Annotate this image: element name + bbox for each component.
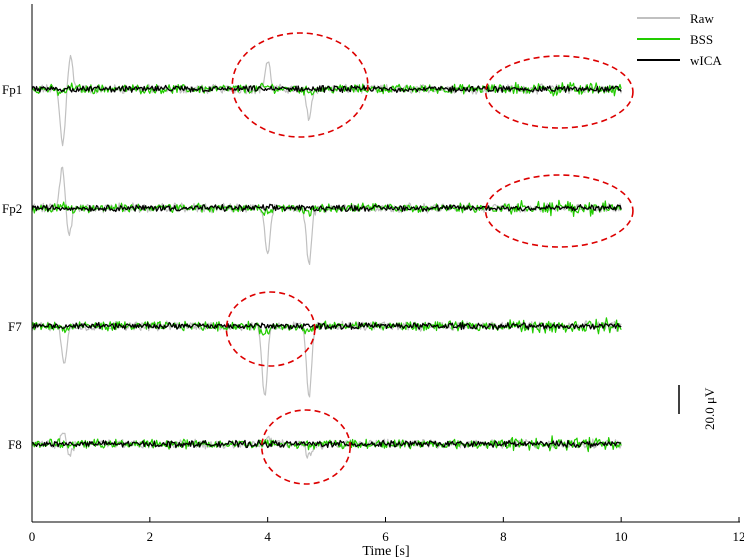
channel-label-fp2: Fp2 (2, 201, 22, 216)
wica-trace-f7 (32, 321, 622, 331)
annotation-ellipse-f8-4 (260, 409, 351, 485)
wica-trace-fp1 (31, 84, 622, 94)
x-axis-label: Time [s] (362, 544, 409, 559)
channel-f8 (31, 432, 622, 459)
annotation-ellipse-f7-3 (225, 291, 316, 367)
channel-fp1 (31, 54, 622, 147)
x-tick-label-10: 10 (615, 529, 628, 544)
x-ticks: 0 2 4 6 8 10 12 (29, 517, 744, 544)
annotations (225, 32, 634, 485)
channel-label-fp1: Fp1 (2, 82, 22, 97)
annotation-ellipse-fp1-0 (231, 32, 369, 138)
legend-label-bss: BSS (690, 32, 713, 47)
x-tick-label-0: 0 (29, 529, 36, 544)
wica-trace-f8 (31, 439, 622, 449)
legend: Raw BSS wICA (637, 11, 722, 68)
annotation-ellipse-fp1-1 (484, 55, 634, 129)
x-tick-label-2: 2 (147, 529, 154, 544)
channel-f7 (31, 317, 622, 398)
x-tick-label-12: 12 (733, 529, 744, 544)
channel-label-f8: F8 (8, 437, 22, 452)
x-tick-label-8: 8 (500, 529, 507, 544)
raw-trace-fp2 (31, 166, 622, 265)
raw-trace-fp1 (31, 54, 622, 147)
channel-label-f7: F7 (8, 319, 22, 334)
scale-bar-label: 20.0 μV (702, 387, 717, 430)
plot-area (31, 54, 622, 459)
channel-fp2 (31, 166, 622, 265)
scale-bar: 20.0 μV (678, 385, 717, 430)
wica-trace-fp2 (31, 203, 622, 213)
annotation-ellipse-fp2-2 (484, 174, 634, 248)
legend-label-raw: Raw (690, 11, 714, 26)
x-tick-label-4: 4 (264, 529, 271, 544)
x-tick-label-6: 6 (382, 529, 389, 544)
legend-label-wica: wICA (690, 53, 722, 68)
